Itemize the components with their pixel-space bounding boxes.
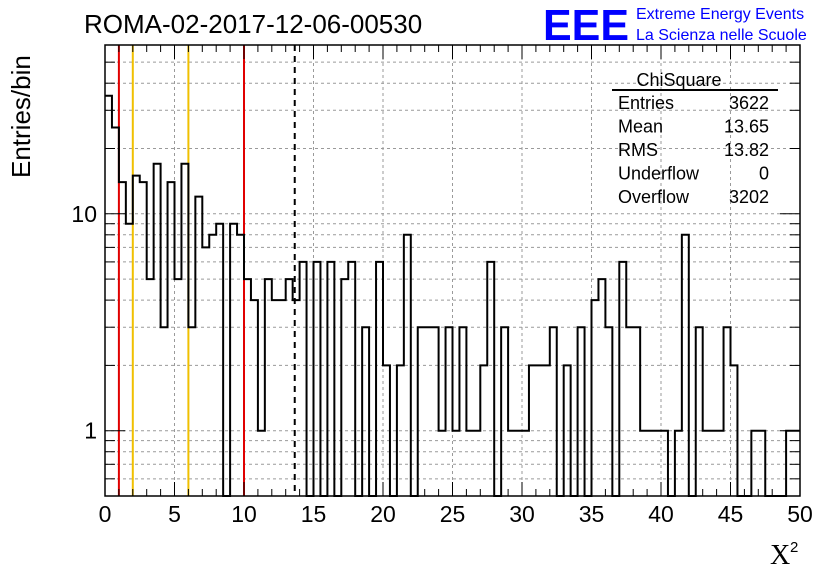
- x-tick-label: 45: [718, 501, 744, 527]
- stats-row-value: 13.65: [724, 117, 769, 137]
- y-axis-label: Entries/bin: [6, 55, 36, 178]
- stats-row-value: 3202: [729, 187, 769, 207]
- x-tick-label: 30: [509, 501, 535, 527]
- chart-title: ROMA-02-2017-12-06-00530: [84, 9, 422, 39]
- x-tick-label: 35: [579, 501, 605, 527]
- logo-line-2: La Scienza nelle Scuole: [636, 27, 807, 44]
- stats-row-value: 13.82: [724, 140, 769, 160]
- logo-mark: EEE: [543, 1, 629, 50]
- axes: [104, 44, 801, 497]
- stats-row-label: Overflow: [618, 187, 690, 207]
- x-axis-label-symbol: X: [770, 540, 790, 571]
- x-tick-label: 50: [787, 501, 813, 527]
- x-tick-labels: 0 5 10 15 20 25 30 35 40 45 50: [99, 501, 813, 527]
- y-tick-label: 10: [71, 201, 97, 227]
- stats-rows: Entries 3622 Mean 13.65 RMS 13.82 Underflow 0 Ov…: [618, 93, 769, 207]
- stats-row-label: Underflow: [618, 164, 700, 184]
- x-axis-label: X 2: [770, 539, 798, 571]
- y-tick-labels: 1 10: [71, 201, 97, 444]
- x-tick-label: 40: [648, 501, 674, 527]
- x-tick-label: 25: [440, 501, 466, 527]
- stats-row-label: Mean: [618, 117, 663, 137]
- x-tick-label: 10: [231, 501, 257, 527]
- x-tick-label: 5: [168, 501, 181, 527]
- stats-row-value: 3622: [729, 93, 769, 113]
- eee-logo: EEE Extreme Energy Events La Scienza nel…: [543, 1, 807, 50]
- x-axis-label-superscript: 2: [790, 539, 798, 556]
- stats-title: ChiSquare: [636, 70, 721, 90]
- x-tick-label: 15: [301, 501, 327, 527]
- x-tick-label: 20: [370, 501, 396, 527]
- stats-row-label: RMS: [618, 140, 658, 160]
- y-tick-label: 1: [84, 418, 97, 444]
- stats-row-value: 0: [759, 164, 769, 184]
- logo-line-1: Extreme Energy Events: [636, 6, 804, 23]
- stats-row-label: Entries: [618, 93, 674, 113]
- x-tick-label: 0: [99, 501, 112, 527]
- stats-box: ChiSquare Entries 3622 Mean 13.65 RMS 13.82 Un…: [612, 70, 778, 207]
